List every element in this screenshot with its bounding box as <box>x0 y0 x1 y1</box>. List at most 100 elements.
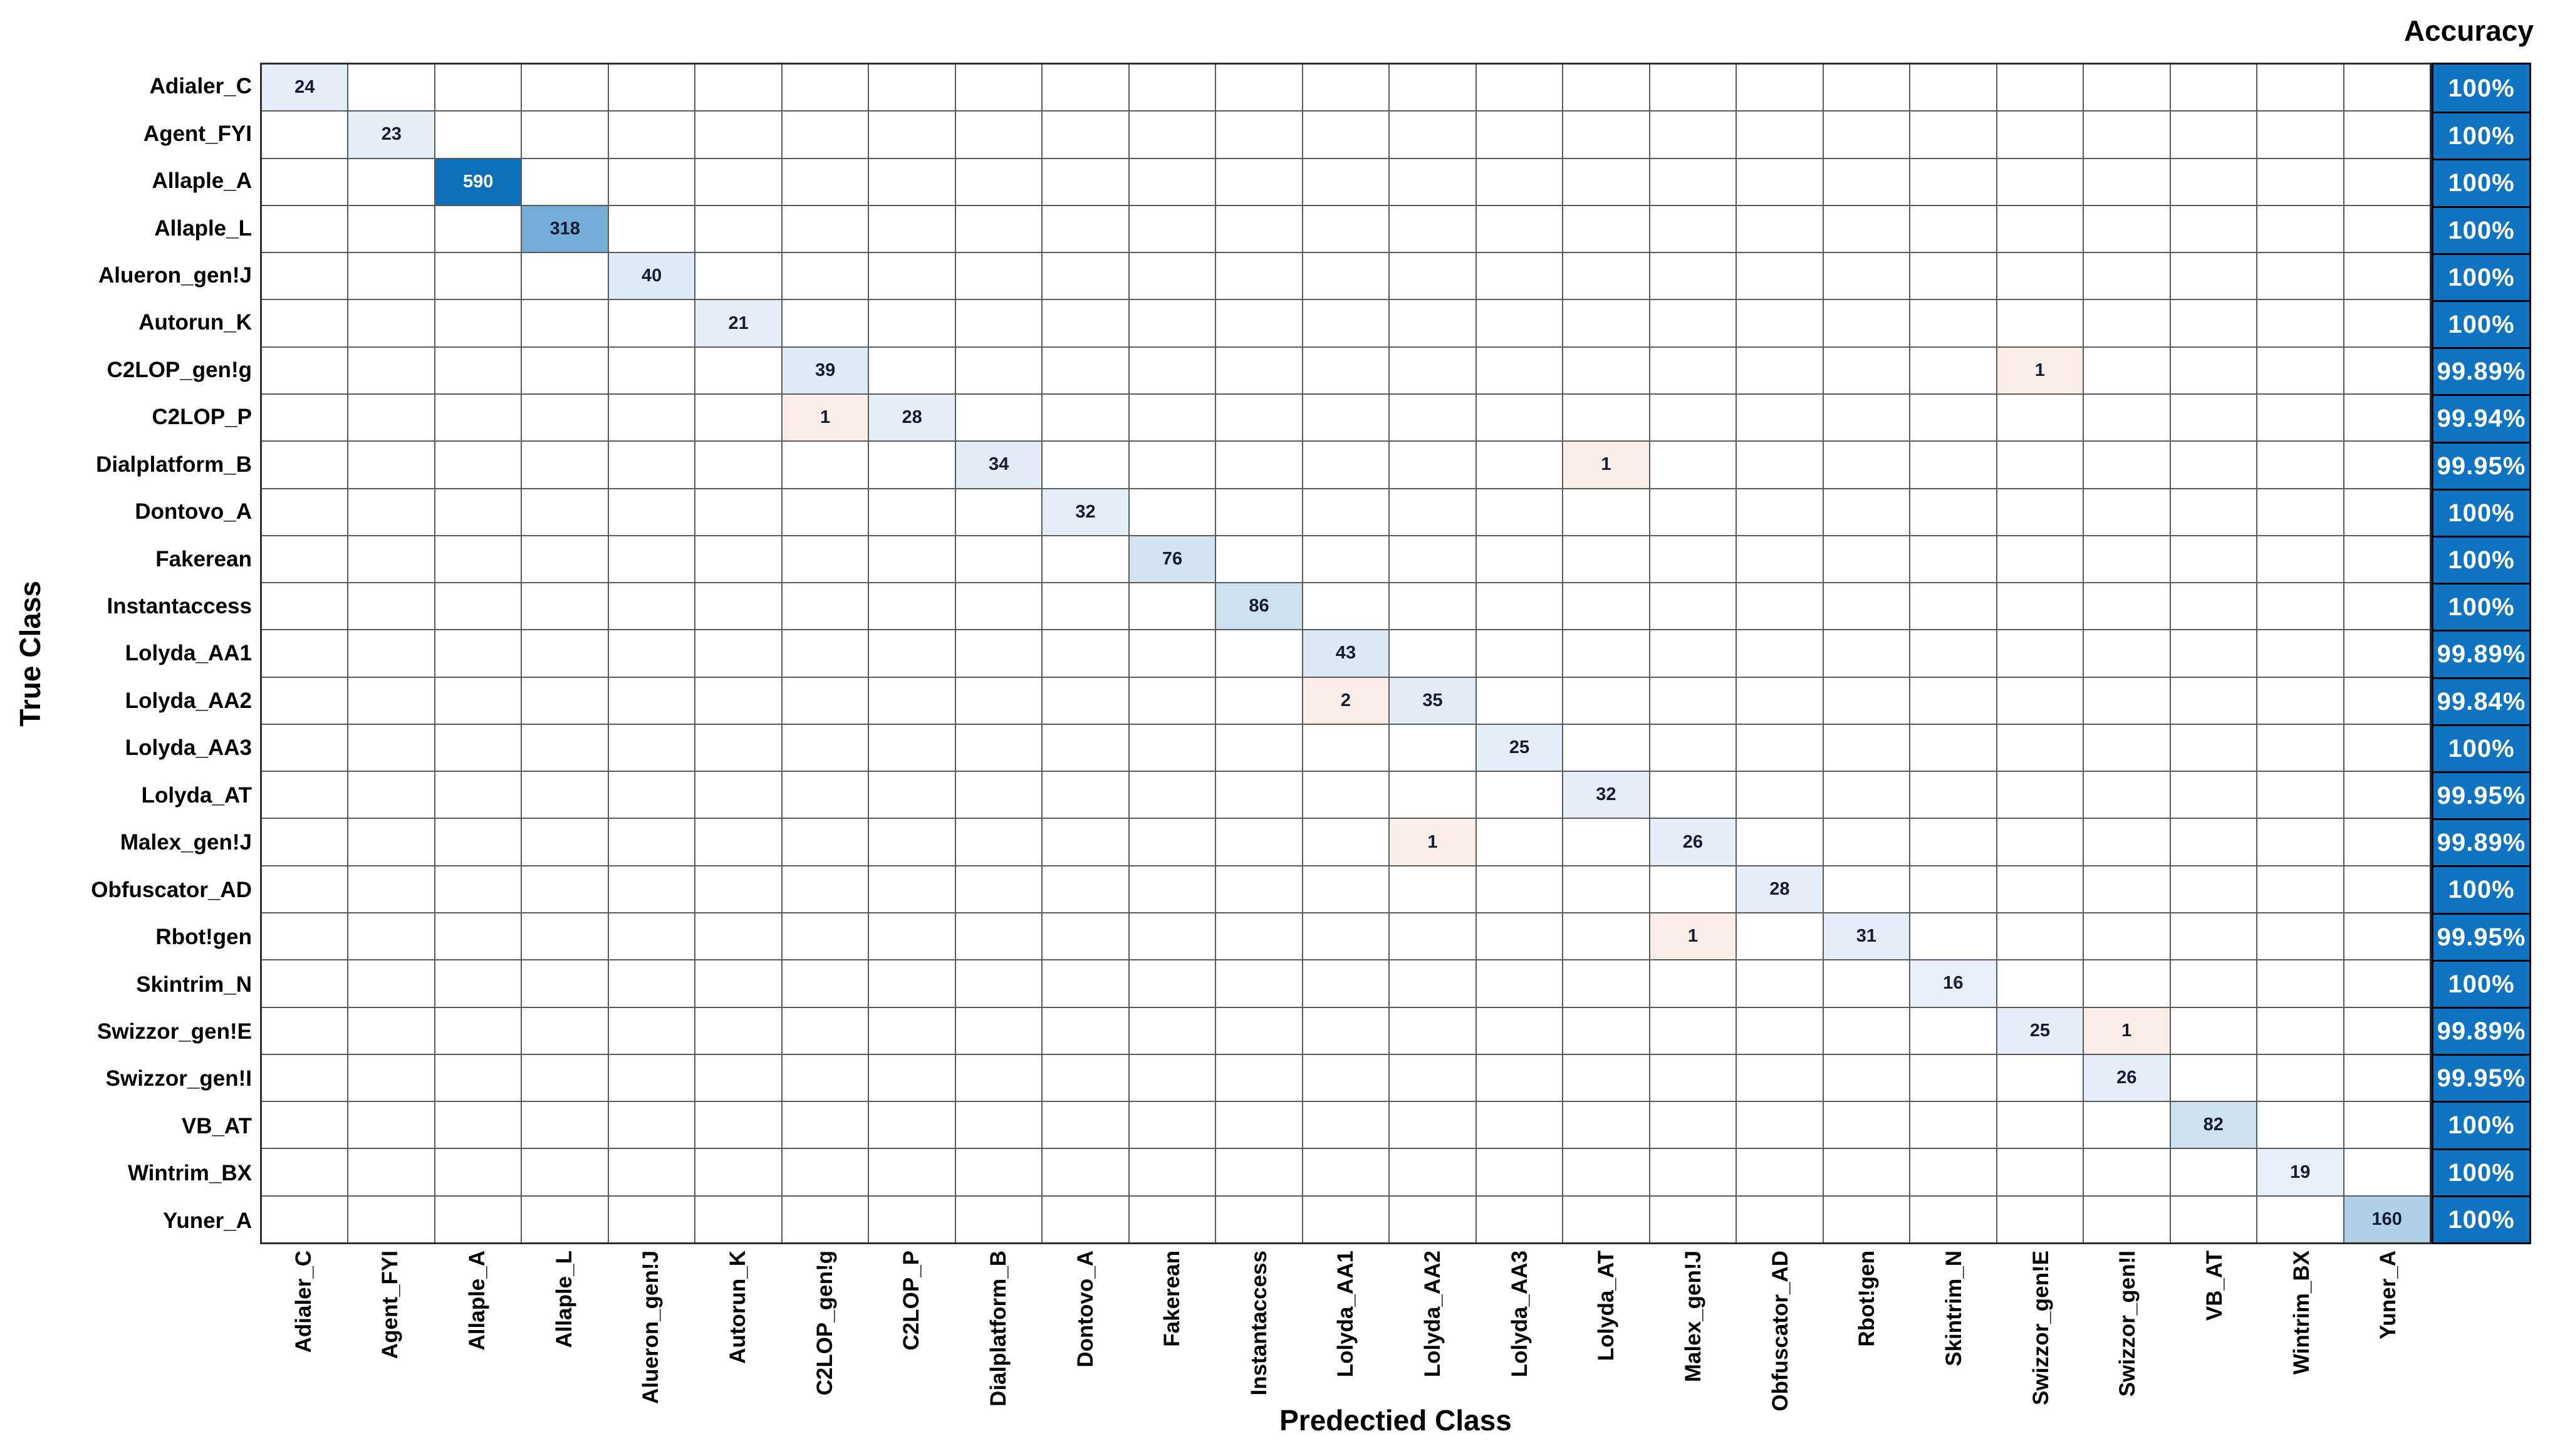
matrix-cell <box>1043 253 1128 299</box>
x-tick-label-text: Lolyda_AA1 <box>1333 1251 1358 1378</box>
matrix-cell: 1 <box>782 394 868 441</box>
matrix-cell <box>1043 1007 1128 1054</box>
matrix-cell <box>1910 112 1996 158</box>
matrix-cell <box>695 677 781 724</box>
matrix-cell <box>1303 347 1389 393</box>
matrix-cell <box>1563 724 1649 771</box>
matrix-cell <box>522 866 608 913</box>
matrix-cell <box>1390 724 1475 771</box>
matrix-cell <box>1043 347 1128 393</box>
matrix-cell <box>1650 1149 1736 1195</box>
matrix-cell <box>1129 159 1215 205</box>
matrix-cell <box>2170 300 2257 346</box>
matrix-cell <box>608 630 695 677</box>
matrix-cell <box>608 1149 695 1195</box>
matrix-cell <box>1043 1149 1128 1195</box>
matrix-cell <box>522 300 608 346</box>
matrix-cell <box>2344 347 2430 393</box>
matrix-cell <box>348 347 434 393</box>
matrix-cell <box>1737 112 1823 158</box>
accuracy-column-title: Accuracy <box>2403 14 2534 47</box>
matrix-cell <box>262 583 348 630</box>
matrix-cell <box>955 819 1042 865</box>
y-tick-label: Malex_gen!J <box>120 830 252 855</box>
matrix-cell <box>695 960 781 1007</box>
matrix-cell <box>869 724 955 771</box>
accuracy-cell: 100% <box>2433 959 2529 1007</box>
matrix-cell <box>2257 1196 2343 1242</box>
matrix-cell <box>1563 866 1649 913</box>
matrix-cell <box>1303 724 1389 771</box>
matrix-cell <box>2257 630 2343 677</box>
matrix-cell <box>1737 630 1823 677</box>
matrix-cell <box>2344 866 2430 913</box>
matrix-cell <box>262 1054 348 1101</box>
matrix-cell <box>262 960 348 1007</box>
y-tick-label: Rbot!gen <box>155 925 252 950</box>
matrix-cell <box>2084 1149 2170 1195</box>
matrix-cell <box>1650 630 1736 677</box>
matrix-cell <box>1476 677 1563 724</box>
matrix-cell <box>1823 819 1910 865</box>
matrix-cell <box>1823 394 1910 441</box>
matrix-cell <box>2344 677 2430 724</box>
matrix-cell <box>1650 1102 1736 1148</box>
matrix-cell <box>435 112 521 158</box>
matrix-cell <box>522 112 608 158</box>
matrix-cell <box>695 253 781 299</box>
matrix-cell <box>1390 205 1475 252</box>
x-tick-label-text: Agent_FYI <box>378 1251 403 1360</box>
matrix-cell <box>608 536 695 583</box>
accuracy-cell: 100% <box>2433 535 2529 583</box>
matrix-cell: 31 <box>1823 913 1910 960</box>
x-tick-label-text: C2LOP_gen!g <box>812 1251 837 1396</box>
y-axis-labels: Adialer_C Agent_FYI Allaple_A Allaple_L Alue… <box>0 63 252 1244</box>
matrix-cell <box>1476 489 1563 535</box>
y-tick-label: Wintrim_BX <box>127 1161 252 1186</box>
matrix-cell <box>782 253 868 299</box>
accuracy-cell: 100% <box>2433 205 2529 253</box>
matrix-cell <box>1737 253 1823 299</box>
matrix-cell <box>1303 1054 1389 1101</box>
matrix-cell <box>1390 300 1475 346</box>
matrix-cell <box>1650 300 1736 346</box>
matrix-cell <box>348 960 434 1007</box>
matrix-cell <box>1390 1007 1475 1054</box>
matrix-cell <box>2344 65 2430 111</box>
matrix-cell <box>1563 300 1649 346</box>
matrix-cell <box>2170 442 2257 488</box>
matrix-cell <box>608 677 695 724</box>
matrix-cell <box>2344 253 2430 299</box>
matrix-cell <box>1303 960 1389 1007</box>
matrix-cell <box>695 65 781 111</box>
matrix-cell <box>695 159 781 205</box>
matrix-cell <box>2344 1102 2430 1148</box>
matrix-cell <box>1563 489 1649 535</box>
matrix-cell <box>262 347 348 393</box>
y-tick-label: Agent_FYI <box>143 121 252 146</box>
matrix-cell <box>869 347 955 393</box>
matrix-cell <box>1303 489 1389 535</box>
matrix-cell <box>1910 159 1996 205</box>
matrix-cell <box>522 489 608 535</box>
matrix-cell <box>435 677 521 724</box>
matrix-cell <box>1997 913 2083 960</box>
x-tick-label-text: Yuner_A <box>2376 1251 2401 1339</box>
matrix-cell <box>348 819 434 865</box>
matrix-cell <box>1823 347 1910 393</box>
y-tick-label: Dialplatform_B <box>96 452 252 477</box>
matrix-cell <box>1910 536 1996 583</box>
y-tick-label: Swizzor_gen!I <box>105 1066 252 1091</box>
matrix-cell <box>348 253 434 299</box>
accuracy-cell: 99.89% <box>2433 630 2529 677</box>
matrix-cell <box>1650 442 1736 488</box>
matrix-cell <box>1390 772 1475 818</box>
matrix-cell <box>1650 489 1736 535</box>
matrix-cell <box>1216 442 1302 488</box>
matrix-cell <box>1303 300 1389 346</box>
y-tick-label: C2LOP_P <box>152 405 252 430</box>
matrix-cell <box>1737 724 1823 771</box>
matrix-cell <box>1390 1102 1475 1148</box>
matrix-cell <box>1650 1054 1736 1101</box>
matrix-cell <box>869 772 955 818</box>
